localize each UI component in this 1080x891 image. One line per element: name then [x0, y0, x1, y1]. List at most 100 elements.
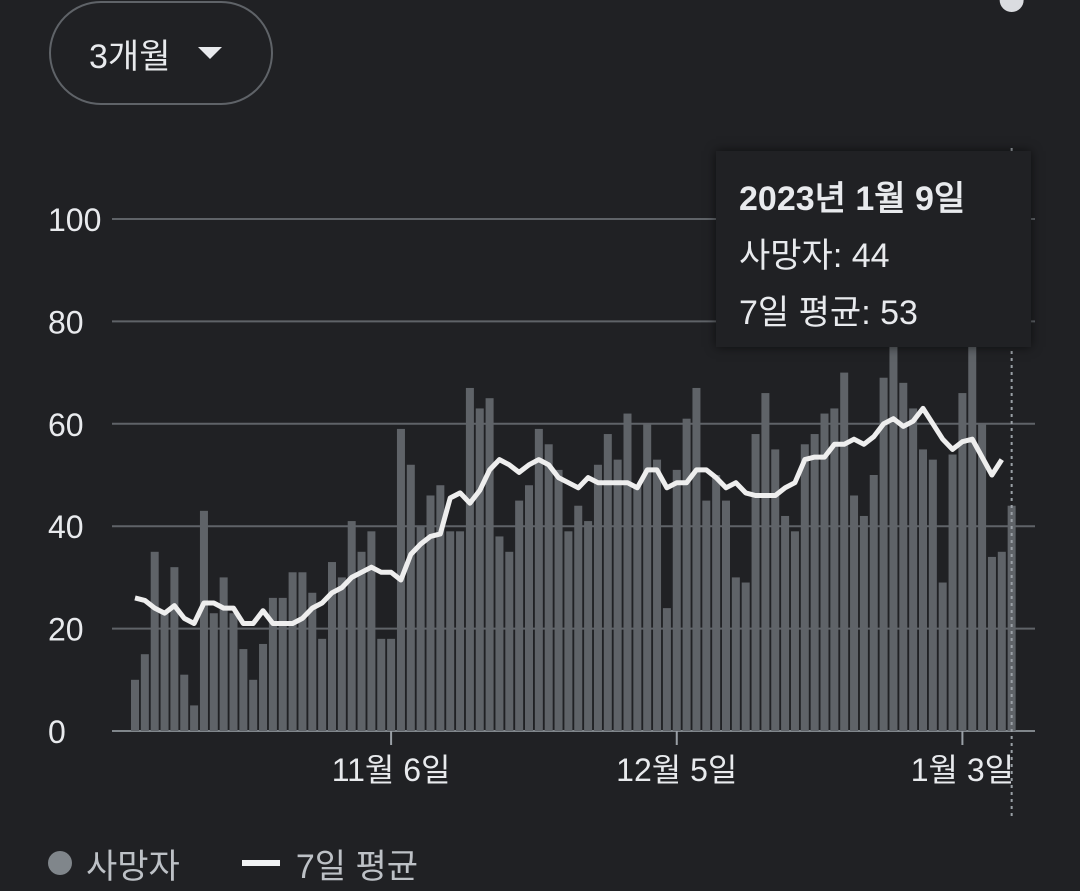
bar-deaths[interactable] — [475, 408, 484, 731]
tooltip-deaths: 사망자: 44 — [739, 237, 890, 275]
bar-deaths[interactable] — [603, 434, 612, 731]
bar-deaths[interactable] — [495, 536, 504, 731]
bar-deaths[interactable] — [515, 500, 524, 731]
range-selector-button[interactable]: 3개월 — [49, 1, 273, 105]
bar-deaths[interactable] — [259, 643, 268, 731]
bar-deaths[interactable] — [928, 459, 937, 731]
bar-deaths[interactable] — [337, 577, 346, 731]
bar-deaths[interactable] — [623, 413, 632, 731]
bar-deaths[interactable] — [919, 449, 927, 731]
bar-deaths[interactable] — [328, 562, 336, 731]
bar-deaths[interactable] — [633, 485, 642, 731]
bar-deaths[interactable] — [465, 387, 474, 731]
y-tick-label: 20 — [48, 612, 84, 648]
bar-deaths[interactable] — [308, 592, 317, 731]
bar-deaths[interactable] — [525, 485, 533, 731]
bar-deaths[interactable] — [387, 638, 396, 731]
bar-deaths[interactable] — [987, 556, 996, 731]
bar-deaths[interactable] — [869, 475, 878, 731]
bar-deaths[interactable] — [367, 531, 376, 731]
caret-down-icon — [198, 47, 223, 59]
bar-deaths[interactable] — [505, 551, 514, 731]
bar-deaths[interactable] — [613, 459, 622, 731]
bar-deaths[interactable] — [781, 515, 790, 731]
bar-deaths[interactable] — [978, 423, 987, 731]
bar-deaths[interactable] — [722, 500, 730, 731]
bar-deaths[interactable] — [239, 649, 248, 731]
bar-deaths[interactable] — [712, 475, 721, 731]
bar-deaths[interactable] — [436, 485, 445, 731]
deaths-legend-dot-icon — [48, 851, 72, 875]
x-tick-label: 1월 3일 — [911, 752, 1014, 788]
bar-deaths[interactable] — [446, 531, 455, 731]
bar-deaths[interactable] — [268, 597, 277, 731]
bar-deaths[interactable] — [653, 459, 662, 731]
bar-deaths[interactable] — [278, 597, 287, 731]
bar-deaths[interactable] — [859, 515, 868, 731]
y-tick-label: 80 — [48, 304, 84, 340]
bar-deaths[interactable] — [879, 377, 888, 731]
bar-deaths[interactable] — [692, 387, 701, 731]
bar-deaths[interactable] — [840, 372, 849, 731]
bar-deaths[interactable] — [810, 434, 819, 731]
bar-deaths[interactable] — [170, 567, 179, 731]
bar-deaths[interactable] — [249, 679, 258, 731]
bar-deaths[interactable] — [850, 495, 859, 731]
bar-deaths[interactable] — [564, 531, 573, 731]
bar-deaths[interactable] — [544, 444, 553, 731]
bar-deaths[interactable] — [318, 638, 327, 731]
bar-deaths[interactable] — [800, 444, 809, 731]
bar-deaths[interactable] — [948, 454, 957, 731]
legend-deaths-label: 사망자 — [86, 847, 180, 886]
bar-deaths[interactable] — [347, 521, 356, 731]
x-tick-label: 12월 5일 — [616, 752, 737, 788]
bar-deaths[interactable] — [909, 408, 918, 731]
bar-deaths[interactable] — [662, 608, 671, 731]
bar-deaths[interactable] — [761, 393, 770, 731]
bar-deaths[interactable] — [830, 408, 839, 731]
bar-deaths[interactable] — [209, 613, 218, 731]
bar-deaths[interactable] — [190, 705, 199, 731]
bar-deaths[interactable] — [160, 613, 169, 731]
bar-deaths[interactable] — [357, 551, 366, 731]
bar-deaths[interactable] — [584, 521, 593, 731]
bar-deaths[interactable] — [968, 347, 977, 731]
bar-deaths[interactable] — [456, 531, 465, 731]
bar-deaths[interactable] — [288, 572, 297, 731]
bar-deaths[interactable] — [229, 613, 238, 731]
bar-deaths[interactable] — [406, 464, 415, 731]
bar-deaths[interactable] — [377, 638, 386, 731]
bar-deaths[interactable] — [889, 347, 898, 731]
bar-deaths[interactable] — [997, 551, 1006, 731]
bar-deaths[interactable] — [416, 526, 425, 731]
bar-deaths[interactable] — [741, 582, 750, 731]
bar-deaths[interactable] — [771, 449, 780, 731]
bar-deaths[interactable] — [672, 469, 681, 731]
bar-deaths[interactable] — [298, 572, 307, 731]
bar-deaths[interactable] — [485, 398, 494, 731]
bar-deaths[interactable] — [790, 531, 799, 731]
bar-deaths[interactable] — [820, 413, 829, 731]
bar-deaths[interactable] — [426, 495, 435, 731]
bar-deaths[interactable] — [150, 551, 159, 731]
bar-deaths[interactable] — [574, 505, 583, 731]
line-7day-average[interactable] — [134, 405, 1004, 626]
bar-deaths[interactable] — [593, 464, 602, 731]
bar-deaths[interactable] — [958, 393, 967, 731]
bar-deaths[interactable] — [219, 577, 228, 731]
bar-deaths[interactable] — [751, 434, 760, 731]
bar-deaths[interactable] — [534, 428, 543, 731]
bar-deaths[interactable] — [180, 674, 189, 731]
tooltip-average: 7일 평균: 53 — [739, 294, 918, 332]
bar-deaths[interactable] — [702, 500, 711, 731]
bar-deaths[interactable] — [938, 582, 947, 731]
bar-deaths[interactable] — [554, 469, 563, 731]
bar-deaths[interactable] — [682, 418, 691, 731]
bar-deaths[interactable] — [899, 382, 908, 731]
bar-deaths[interactable] — [140, 654, 149, 731]
bar-deaths[interactable] — [643, 423, 652, 731]
bar-deaths[interactable] — [731, 577, 740, 731]
bar-deaths[interactable] — [199, 510, 208, 731]
bar-deaths[interactable] — [131, 679, 139, 731]
